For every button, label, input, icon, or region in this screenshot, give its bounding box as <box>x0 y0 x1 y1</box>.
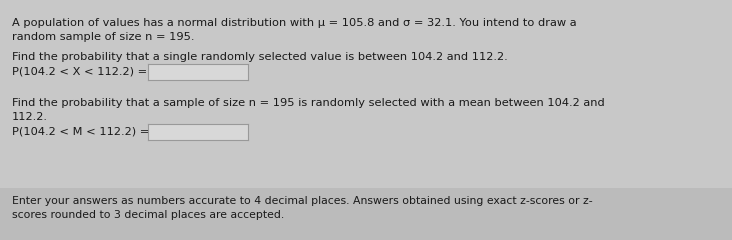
Text: Enter your answers as numbers accurate to 4 decimal places. Answers obtained usi: Enter your answers as numbers accurate t… <box>12 196 593 206</box>
Text: 112.2.: 112.2. <box>12 112 48 122</box>
Text: P(104.2 < M < 112.2) =: P(104.2 < M < 112.2) = <box>12 126 149 136</box>
Text: random sample of size n = 195.: random sample of size n = 195. <box>12 32 195 42</box>
Text: A population of values has a normal distribution with μ = 105.8 and σ = 32.1. Yo: A population of values has a normal dist… <box>12 18 577 28</box>
Text: scores rounded to 3 decimal places are accepted.: scores rounded to 3 decimal places are a… <box>12 210 284 220</box>
Text: Find the probability that a single randomly selected value is between 104.2 and : Find the probability that a single rando… <box>12 52 508 62</box>
Text: Find the probability that a sample of size n = 195 is randomly selected with a m: Find the probability that a sample of si… <box>12 98 605 108</box>
Text: P(104.2 < X < 112.2) =: P(104.2 < X < 112.2) = <box>12 66 147 76</box>
